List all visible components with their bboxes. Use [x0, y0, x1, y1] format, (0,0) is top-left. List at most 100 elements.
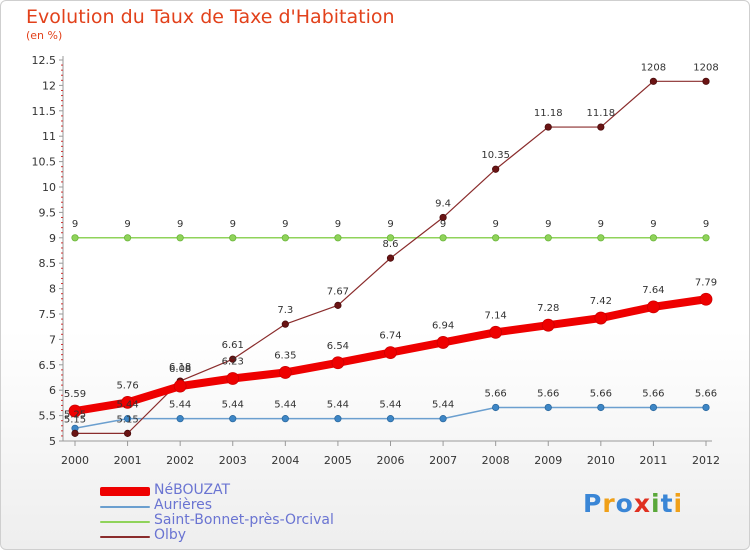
series-0-data-label: 5.59: [64, 389, 86, 400]
y-tick-label: 9.5: [39, 206, 57, 219]
series-3-data-label: 1208: [693, 62, 718, 73]
series-3-data-label: 8.6: [383, 239, 399, 250]
series-0-point: [68, 404, 82, 418]
series-2-point: [649, 234, 658, 242]
series-1-point: [597, 403, 605, 412]
x-tick-label: 2010: [587, 454, 615, 467]
y-tick-label: 7.5: [39, 308, 57, 321]
x-tick-label: 2007: [429, 454, 457, 467]
series-3-data-label: 9.4: [435, 198, 451, 209]
series-2-data-label: 9: [72, 219, 78, 230]
y-tick-label: 8.5: [39, 257, 57, 270]
series-1-data-label: 5.44: [432, 400, 454, 411]
series-1-point: [281, 415, 289, 423]
series-1-point: [386, 415, 395, 423]
series-0-point: [384, 346, 397, 360]
series-3-point: [123, 429, 132, 437]
series-0-data-label: 5.76: [116, 380, 138, 391]
series-1-data-label: 5.66: [537, 388, 559, 399]
series-0-point: [541, 318, 555, 332]
series-3-point: [71, 429, 79, 437]
x-tick-label: 2005: [324, 454, 352, 467]
series-0-point: [647, 300, 660, 314]
series-0-data-label: 6.54: [327, 341, 349, 352]
series-2-point: [71, 234, 79, 242]
series-1-point: [702, 403, 710, 412]
series-0-data-label: 7.64: [642, 285, 664, 296]
x-tick-label: 2006: [377, 454, 405, 467]
series-2-data-label: 9: [492, 219, 498, 230]
series-0-data-label: 6.74: [379, 331, 401, 342]
series-3-point: [439, 213, 447, 222]
series-2-data-label: 9: [230, 219, 236, 230]
series-3-data-label: 6.61: [222, 340, 244, 351]
series-2-point: [597, 234, 605, 242]
series-2-point: [492, 234, 500, 242]
x-tick-label: 2003: [219, 454, 247, 467]
series-1-point: [123, 415, 132, 423]
series-2-point: [334, 234, 342, 242]
series-0-data-label: 6.08: [169, 364, 191, 375]
series-2-data-label: 9: [650, 219, 656, 230]
legend-item: Olby: [100, 527, 400, 544]
series-1-data-label: 5.66: [485, 388, 507, 399]
series-1-data-label: 5.66: [590, 388, 612, 399]
series-3-data-label: 10.35: [481, 150, 510, 161]
series-1-point: [334, 415, 342, 423]
series-1-data-label: 5.44: [116, 400, 138, 411]
series-0-point: [594, 311, 608, 325]
series-1-point: [176, 415, 184, 423]
y-tick-label: 12: [42, 79, 56, 92]
series-3-data-label: 6.18: [169, 362, 191, 373]
series-2-data-label: 9: [545, 219, 551, 230]
series-1-point: [492, 403, 500, 412]
legend-item: Saint-Bonnet-près-Orcival: [100, 512, 400, 529]
y-tick-label: 8: [49, 283, 56, 296]
series-3-point: [229, 355, 237, 363]
y-tick-label: 9: [49, 232, 56, 245]
series-0-data-label: 6.94: [432, 320, 454, 331]
series-1-data-label: 5.44: [169, 400, 191, 411]
series-3-point: [281, 320, 289, 328]
chart-subtitle: (en %): [26, 29, 63, 42]
series-1-point: [439, 415, 447, 423]
y-tick-label: 5.5: [39, 410, 57, 423]
series-2-point: [439, 234, 447, 242]
y-tick-label: 10.5: [32, 156, 57, 169]
series-1-data-label: 5.44: [274, 400, 296, 411]
proxiti-logo: Proxiti: [583, 489, 684, 518]
series-3-point: [386, 254, 395, 262]
series-1-point: [229, 415, 237, 423]
series-1-data-label: 5.44: [379, 400, 401, 411]
y-tick-label: 11.5: [32, 105, 57, 118]
x-tick-label: 2000: [61, 454, 89, 467]
series-0-point: [226, 372, 240, 385]
series-3-data-label: 1208: [641, 62, 666, 73]
series-2-point: [386, 234, 395, 242]
series-3-data-label: 5.15: [116, 414, 138, 425]
series-2-data-label: 9: [703, 219, 709, 230]
x-tick-label: 2004: [271, 454, 299, 467]
series-3-data-label: 7.3: [277, 305, 293, 316]
series-2-point: [123, 234, 132, 242]
series-0-point: [278, 366, 292, 379]
legend-swatch: [100, 536, 150, 538]
y-tick-label: 12.5: [32, 54, 57, 67]
series-2-point: [229, 234, 237, 242]
series-3-point: [492, 165, 500, 173]
series-3-data-label: 11.18: [534, 108, 563, 119]
series-0-data-label: 7.28: [537, 303, 559, 314]
series-3-point: [334, 301, 342, 309]
x-tick-label: 2002: [166, 454, 194, 467]
series-2-data-label: 9: [387, 219, 393, 230]
legend-label: Olby: [154, 527, 187, 543]
series-0-point: [121, 395, 134, 409]
series-1-data-label: 5.66: [695, 388, 717, 399]
y-tick-label: 7: [49, 333, 56, 346]
series-3-point: [702, 77, 710, 85]
series-1-data-label: 5.44: [222, 400, 244, 411]
series-3-data-label: 5.15: [64, 414, 86, 425]
series-1-data-label: 5.44: [327, 400, 349, 411]
